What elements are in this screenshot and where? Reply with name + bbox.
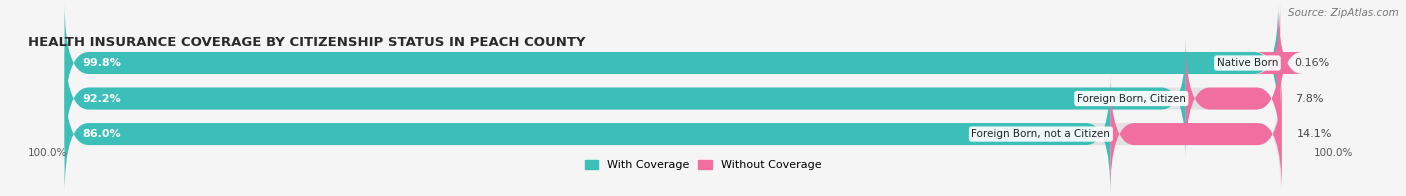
Text: Foreign Born, not a Citizen: Foreign Born, not a Citizen <box>972 129 1111 139</box>
Legend: With Coverage, Without Coverage: With Coverage, Without Coverage <box>585 160 821 170</box>
Text: 14.1%: 14.1% <box>1296 129 1331 139</box>
Text: HEALTH INSURANCE COVERAGE BY CITIZENSHIP STATUS IN PEACH COUNTY: HEALTH INSURANCE COVERAGE BY CITIZENSHIP… <box>28 36 586 49</box>
Text: 100.0%: 100.0% <box>28 148 67 158</box>
FancyBboxPatch shape <box>65 3 1281 123</box>
FancyBboxPatch shape <box>1256 3 1302 123</box>
Text: 7.8%: 7.8% <box>1295 93 1323 103</box>
FancyBboxPatch shape <box>1185 38 1281 159</box>
FancyBboxPatch shape <box>65 74 1111 194</box>
FancyBboxPatch shape <box>65 38 1281 159</box>
Text: 92.2%: 92.2% <box>83 93 121 103</box>
Text: 0.16%: 0.16% <box>1295 58 1330 68</box>
Text: 100.0%: 100.0% <box>1315 148 1354 158</box>
FancyBboxPatch shape <box>65 3 1278 123</box>
Text: Foreign Born, Citizen: Foreign Born, Citizen <box>1077 93 1185 103</box>
Text: Native Born: Native Born <box>1216 58 1278 68</box>
Text: 86.0%: 86.0% <box>83 129 121 139</box>
Text: 99.8%: 99.8% <box>83 58 122 68</box>
Text: Source: ZipAtlas.com: Source: ZipAtlas.com <box>1288 8 1399 18</box>
FancyBboxPatch shape <box>1111 74 1282 194</box>
FancyBboxPatch shape <box>65 38 1185 159</box>
FancyBboxPatch shape <box>65 74 1281 194</box>
